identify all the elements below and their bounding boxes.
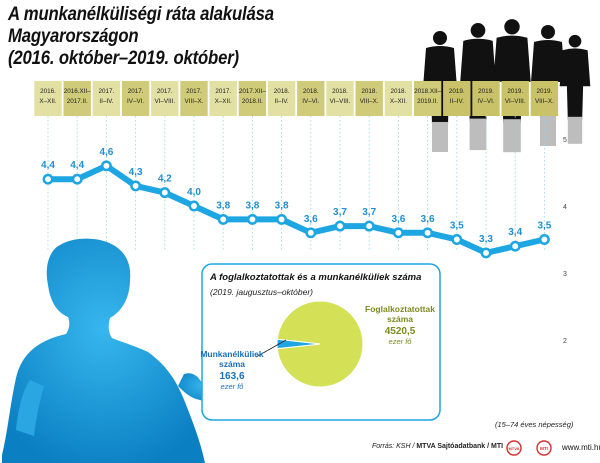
value-label: 3,8: [245, 200, 259, 211]
period-header-cell: [63, 81, 91, 116]
data-point: [305, 227, 317, 239]
data-point: [538, 234, 550, 245]
period-header-cell: [384, 81, 413, 116]
period-label: 2019. IV–VI.: [477, 88, 494, 105]
value-label: 4,6: [99, 147, 113, 158]
period-label: 2017.XII– 2018.II.: [239, 88, 266, 105]
period-label: 2019. VIII–X.: [535, 88, 554, 105]
data-point: [100, 160, 112, 172]
data-point: [42, 173, 54, 185]
period-label: 2018. VIII–X.: [360, 88, 379, 105]
value-label: 4,4: [70, 160, 84, 171]
period-header-cell: [121, 81, 150, 116]
source-bold: MTVA Sajtóadatbank / MTI: [416, 443, 504, 450]
pie-title: A foglalkoztatottak és a munkanélküliek …: [209, 272, 421, 283]
data-point: [217, 213, 229, 225]
source-prefix: Forrás: KSH /: [372, 443, 417, 450]
value-label: 3,8: [275, 200, 289, 211]
value-label: 3,6: [391, 214, 405, 225]
value-label: 4,2: [158, 174, 172, 185]
value-label: 3,5: [450, 221, 464, 232]
data-point: [422, 227, 434, 239]
period-header-cell: [209, 81, 237, 116]
period-header-cell: [472, 81, 500, 116]
y-tick-label: 5: [563, 137, 567, 144]
period-header-cell: [180, 81, 208, 116]
man-silhouette-icon: [2, 238, 229, 463]
value-label: 3,7: [333, 207, 347, 218]
population-note: (15–74 éves népesség): [495, 420, 574, 429]
period-header-cell: [413, 81, 442, 116]
value-label: 3,3: [479, 234, 493, 245]
svg-text:MTI: MTI: [540, 446, 548, 451]
data-point: [451, 234, 463, 245]
period-label: 2018. II–IV.: [274, 88, 290, 105]
pie-slice: [276, 338, 321, 350]
y-tick-label: 3: [563, 271, 567, 278]
value-label: 3,6: [421, 214, 435, 225]
period-header-cell: [326, 81, 354, 116]
data-point: [480, 247, 492, 259]
period-header-cell: [530, 81, 559, 116]
y-tick-label: 2: [563, 338, 567, 345]
value-label: 3,8: [216, 200, 230, 211]
data-point: [334, 220, 346, 232]
data-point: [188, 200, 200, 212]
pie-slice: [276, 300, 364, 388]
period-header-cell: [297, 81, 325, 116]
pie-panel: A foglalkoztatottak és a munkanélküliek …: [200, 263, 441, 421]
y-tick-label: 4: [563, 204, 567, 211]
period-header-cell: [501, 81, 529, 116]
value-label: 4,4: [41, 160, 55, 171]
pie-subtitle: (2019. jaugusztus–október): [210, 287, 313, 297]
value-label: 3,4: [508, 227, 522, 238]
mtva-logo-icon: MTVA: [506, 440, 522, 456]
period-label: 2017. VIII–X.: [185, 88, 204, 105]
data-point: [159, 187, 171, 199]
data-point: [276, 213, 288, 225]
value-label: 4,0: [187, 187, 201, 198]
period-label: 2019. VI–VIII.: [505, 88, 526, 105]
data-point: [246, 213, 258, 225]
data-point: [71, 173, 83, 185]
period-label: 2018. VI–VIII.: [330, 88, 351, 105]
title-line-2: (2016. október–2019. október): [8, 48, 239, 69]
data-point: [130, 180, 142, 192]
period-label: 2018.XII– 2019.II.: [414, 88, 441, 105]
value-label: 3,6: [304, 214, 318, 225]
data-point: [392, 227, 404, 239]
period-label: 2018. IV–VI.: [302, 88, 319, 105]
period-label: 2019. II–IV.: [449, 88, 465, 105]
period-header-cell: [34, 81, 62, 116]
period-header-cell: [443, 81, 471, 116]
period-header-cell: [355, 81, 383, 116]
pie-slice-label: Foglalkoztatottak száma 4520,5 ezer fő: [365, 304, 435, 346]
period-label: 2018. X–XII.: [390, 88, 407, 105]
period-label: 2016. X–XII.: [39, 88, 56, 105]
svg-text:MTVA: MTVA: [508, 446, 519, 451]
pie-slice-label: Munkanélküliek száma 163,6 ezer fő: [200, 349, 264, 391]
period-label: 2016.XII– 2017.II.: [64, 88, 91, 105]
period-header-cell: [92, 81, 121, 116]
value-label: 3,7: [362, 207, 376, 218]
data-point: [363, 220, 375, 232]
title-line-1: A munkanélküliségi ráta alakulása Magyar…: [8, 4, 274, 47]
value-label: 4,3: [129, 167, 143, 178]
chart-title: A munkanélküliségi ráta alakulása Magyar…: [8, 4, 378, 70]
period-label: 2017. X–XII.: [215, 88, 232, 105]
mti-logo-icon: MTI: [536, 440, 552, 456]
period-label: 2017. VI–VIII.: [154, 88, 175, 105]
website-link[interactable]: www.mti.hu: [562, 443, 600, 452]
unemployment-rate-line: [48, 162, 546, 256]
leader-line: [255, 339, 287, 358]
period-header-cell: [151, 81, 179, 116]
source-credit: Forrás: KSH / MTVA Sajtóadatbank / MTI: [372, 443, 503, 450]
period-header-cell: [238, 81, 267, 116]
data-point: [509, 240, 521, 252]
period-label: 2017. IV–VI.: [127, 88, 144, 105]
period-header-cell: [267, 81, 296, 116]
value-label: 3,5: [537, 221, 551, 232]
period-label: 2017. II–IV.: [99, 88, 115, 105]
